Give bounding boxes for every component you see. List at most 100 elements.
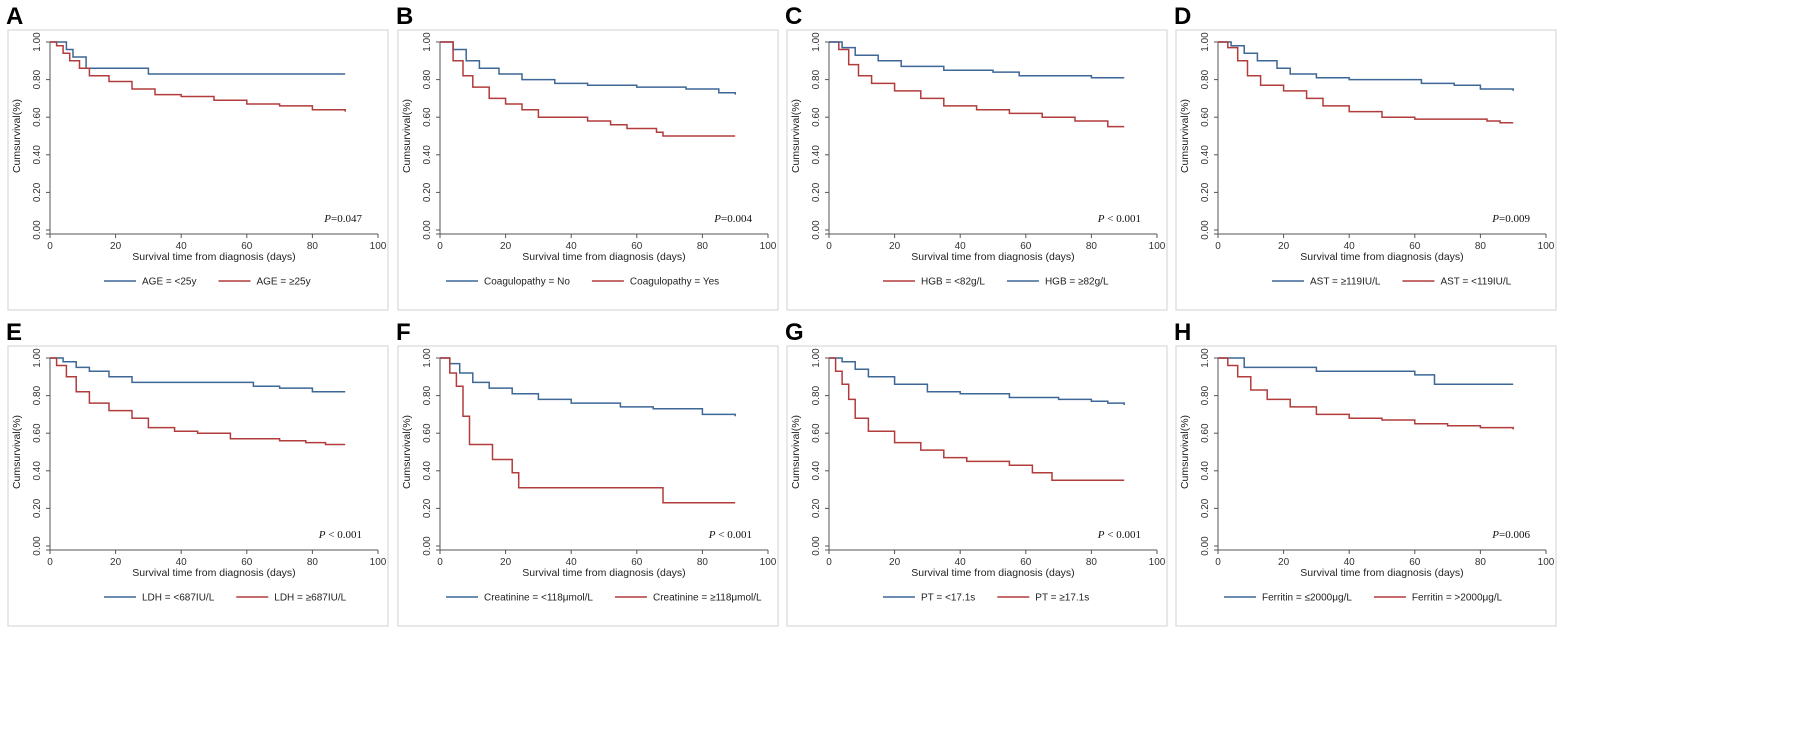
- y-tick-label: 0.40: [1200, 461, 1211, 481]
- x-tick-label: 20: [500, 557, 512, 568]
- x-axis-title: Survival time from diagnosis (days): [1300, 251, 1463, 263]
- x-tick-label: 40: [1344, 557, 1356, 568]
- series-line-1: [1218, 357, 1514, 386]
- legend-label-1: AGE = <25y: [142, 277, 196, 288]
- x-tick-label: 60: [241, 241, 253, 252]
- x-tick-label: 80: [1475, 241, 1487, 252]
- x-tick-label: 100: [760, 241, 777, 252]
- y-tick-label: 0.80: [1200, 385, 1211, 405]
- x-axis-title: Survival time from diagnosis (days): [132, 567, 295, 579]
- y-tick-label: 0.00: [422, 536, 433, 556]
- panel-letter-d: D: [1174, 3, 1191, 30]
- legend-label-2: Coagulopathy = Yes: [630, 277, 719, 288]
- y-tick-label: 1.00: [422, 348, 433, 368]
- x-tick-label: 0: [47, 557, 53, 568]
- y-tick-label: 0.20: [1200, 182, 1211, 202]
- x-tick-label: 20: [110, 241, 122, 252]
- panel-d: D 0 20 40 60 80 100 0.00 0.20 0.40 0.60 0.80 1.00 Cum…: [1174, 3, 1557, 311]
- legend-label-2: AGE = ≥25y: [256, 277, 310, 288]
- x-tick-label: 40: [1344, 241, 1356, 252]
- x-axis-title: Survival time from diagnosis (days): [911, 567, 1074, 579]
- x-tick-label: 100: [1149, 241, 1166, 252]
- plot-area: [1218, 42, 1546, 230]
- y-axis-title: Cumsurvival(%): [790, 415, 802, 489]
- x-axis-title: Survival time from diagnosis (days): [911, 251, 1074, 263]
- legend-label-1: Creatinine = <118μmol/L: [484, 593, 593, 604]
- series-line-1: [829, 357, 1125, 405]
- x-tick-label: 100: [1538, 241, 1555, 252]
- x-tick-label: 0: [1215, 557, 1221, 568]
- p-value: P=0.047: [323, 213, 362, 225]
- x-tick-label: 20: [889, 557, 901, 568]
- y-tick-label: 0.40: [811, 145, 822, 165]
- series-line-2: [829, 357, 1125, 481]
- series-line-2: [50, 41, 346, 112]
- plot-area: [50, 358, 378, 546]
- panel-c: C 0 20 40 60 80 100 0.00 0.20 0.40 0.60 0.80 1.00 Cum…: [785, 3, 1168, 311]
- y-tick-label: 0.80: [422, 69, 433, 89]
- y-tick-label: 0.00: [811, 220, 822, 240]
- x-axis-title: Survival time from diagnosis (days): [522, 567, 685, 579]
- x-tick-label: 20: [110, 557, 122, 568]
- panel-letter-f: F: [396, 319, 411, 346]
- y-tick-label: 0.60: [811, 423, 822, 443]
- series-line-2: [1218, 357, 1514, 430]
- x-tick-label: 80: [307, 557, 319, 568]
- p-value: P < 0.001: [708, 529, 752, 541]
- plot-area: [829, 42, 1157, 230]
- y-tick-label: 0.40: [422, 461, 433, 481]
- legend-label-2: LDH = ≥687IU/L: [274, 593, 346, 604]
- x-tick-label: 40: [176, 241, 188, 252]
- legend-label-1: HGB = <82g/L: [921, 277, 985, 288]
- panel-letter-a: A: [6, 3, 23, 30]
- y-axis-title: Cumsurvival(%): [401, 415, 413, 489]
- x-tick-label: 100: [1149, 557, 1166, 568]
- panel-a: A 0 20 40 60 80 100 0.00 0.20 0.40 0.60 0.80 1.00 Cum…: [6, 3, 389, 311]
- y-axis-title: Cumsurvival(%): [11, 99, 23, 173]
- y-tick-label: 0.40: [811, 461, 822, 481]
- y-tick-label: 0.60: [1200, 423, 1211, 443]
- legend-label-2: AST = <119IU/L: [1440, 277, 1511, 288]
- series-line-2: [440, 357, 736, 504]
- x-tick-label: 80: [1086, 557, 1098, 568]
- x-tick-label: 60: [1020, 241, 1032, 252]
- legend-label-2: PT = ≥17.1s: [1035, 593, 1089, 604]
- y-tick-label: 0.80: [32, 69, 43, 89]
- legend-label-1: Coagulopathy = No: [484, 277, 570, 288]
- y-tick-label: 0.00: [1200, 220, 1211, 240]
- y-tick-label: 1.00: [811, 32, 822, 52]
- x-tick-label: 100: [370, 241, 387, 252]
- x-tick-label: 80: [1086, 241, 1098, 252]
- panel-e: E 0 20 40 60 80 100 0.00 0.20 0.40 0.60 0.80 1.00 Cum…: [6, 319, 389, 627]
- y-tick-label: 1.00: [1200, 32, 1211, 52]
- plot-area: [829, 358, 1157, 546]
- series-line-1: [440, 357, 736, 417]
- y-tick-label: 0.60: [32, 423, 43, 443]
- plot-area: [1218, 358, 1546, 546]
- x-tick-label: 80: [697, 241, 709, 252]
- x-tick-label: 60: [631, 557, 643, 568]
- x-tick-label: 60: [1409, 241, 1421, 252]
- series-line-1: [1218, 41, 1514, 91]
- panel-h: H 0 20 40 60 80 100 0.00 0.20 0.40 0.60 0.80 1.00 Cum…: [1174, 319, 1557, 627]
- x-axis-title: Survival time from diagnosis (days): [1300, 567, 1463, 579]
- legend-label-2: Ferritin = >2000μg/L: [1412, 593, 1503, 604]
- series-line-2: [50, 357, 346, 446]
- x-tick-label: 0: [437, 241, 443, 252]
- series-line-1: [829, 41, 1125, 128]
- x-tick-label: 100: [1538, 557, 1555, 568]
- y-tick-label: 0.80: [32, 385, 43, 405]
- x-tick-label: 0: [826, 241, 832, 252]
- p-value: P=0.009: [1491, 213, 1530, 225]
- x-tick-label: 40: [566, 557, 578, 568]
- y-tick-label: 0.80: [422, 385, 433, 405]
- x-tick-label: 0: [1215, 241, 1221, 252]
- legend-label-1: PT = <17.1s: [921, 593, 975, 604]
- y-tick-label: 0.00: [32, 536, 43, 556]
- y-tick-label: 1.00: [422, 32, 433, 52]
- x-tick-label: 60: [1409, 557, 1421, 568]
- legend-label-1: AST = ≥119IU/L: [1310, 277, 1381, 288]
- x-tick-label: 40: [955, 241, 967, 252]
- series-line-2: [1218, 41, 1514, 124]
